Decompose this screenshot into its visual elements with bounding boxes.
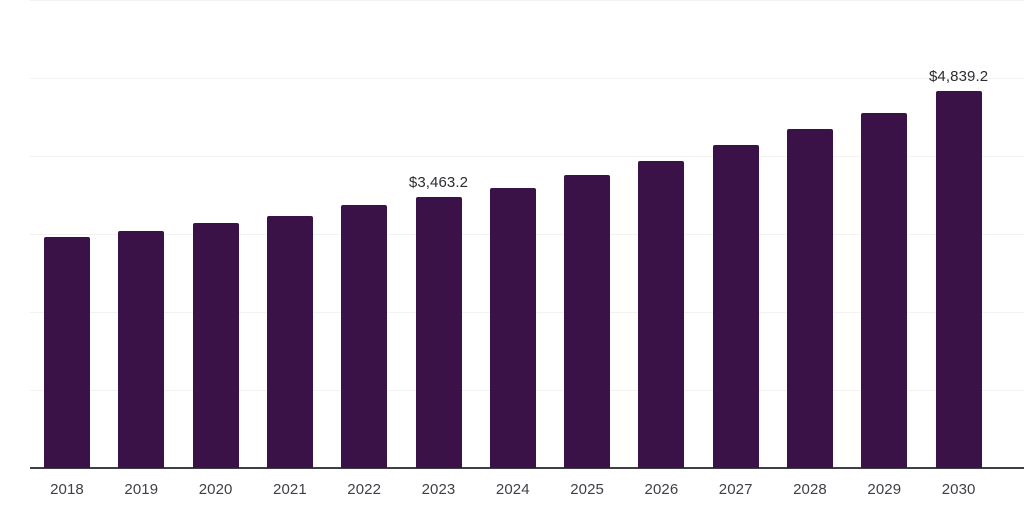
bar[interactable] (564, 175, 611, 468)
bar[interactable] (638, 161, 685, 468)
bar[interactable] (118, 231, 165, 468)
bar[interactable] (861, 112, 908, 468)
x-axis-tick-label: 2022 (347, 481, 382, 498)
gridline (30, 78, 1024, 79)
x-axis-tick-label: 2021 (273, 481, 307, 498)
x-axis-tick-label: 2028 (793, 481, 827, 498)
x-axis-tick-label: 2025 (570, 481, 604, 498)
bar[interactable] (192, 223, 239, 468)
bar[interactable] (935, 91, 982, 468)
bar[interactable] (44, 237, 90, 468)
bar[interactable] (787, 128, 833, 468)
bar[interactable] (712, 145, 759, 468)
bar-value-label: $4,839.2 (928, 68, 989, 85)
x-axis-tick-label: 2030 (941, 481, 976, 498)
x-axis-line (30, 467, 1024, 469)
x-axis-tick-label: 2027 (718, 481, 753, 498)
gridline (30, 0, 1024, 1)
x-axis-tick-label: 2023 (421, 481, 456, 498)
x-axis-tick-label: 2018 (50, 481, 84, 498)
x-axis-tick-label: 2024 (495, 481, 530, 498)
x-axis-tick-label: 2019 (124, 481, 159, 498)
x-axis-tick-label: 2026 (644, 481, 679, 498)
gridline (30, 156, 1024, 157)
bar[interactable] (489, 188, 536, 468)
bar-value-label: $3,463.2 (408, 174, 469, 191)
bar[interactable] (341, 205, 388, 468)
bar[interactable] (266, 216, 313, 468)
x-axis-tick-label: 2029 (867, 481, 902, 498)
bar[interactable] (415, 197, 462, 468)
x-axis-tick-label: 2020 (198, 481, 233, 498)
